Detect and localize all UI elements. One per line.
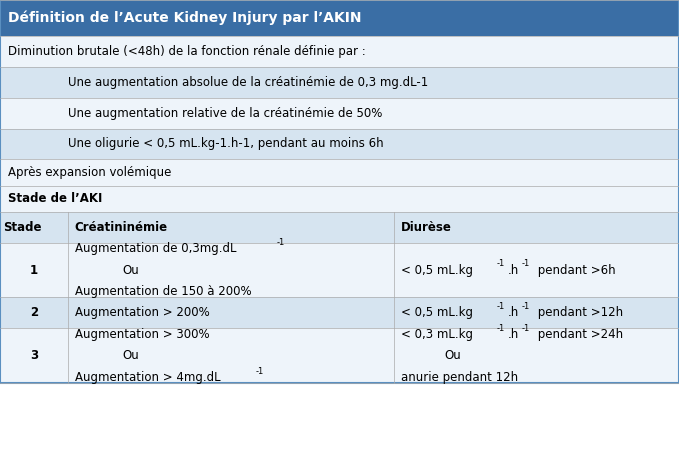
Text: Augmentation de 0,3mg.dL: Augmentation de 0,3mg.dL [75, 242, 236, 255]
Text: Diminution brutale (<48h) de la fonction rénale définie par :: Diminution brutale (<48h) de la fonction… [8, 45, 366, 58]
FancyBboxPatch shape [0, 212, 679, 243]
Text: < 0,3 mL.kg: < 0,3 mL.kg [401, 328, 473, 341]
Text: -1: -1 [521, 324, 530, 333]
Text: pendant >24h: pendant >24h [534, 328, 623, 341]
Text: -1: -1 [497, 302, 505, 311]
Text: Créatininémie: Créatininémie [75, 221, 168, 234]
Text: -1: -1 [277, 238, 285, 247]
Text: 1: 1 [30, 264, 38, 277]
Text: -1: -1 [497, 324, 505, 333]
Text: Diurèse: Diurèse [401, 221, 452, 234]
FancyBboxPatch shape [0, 328, 679, 383]
Text: -1: -1 [521, 302, 530, 311]
FancyBboxPatch shape [0, 98, 679, 129]
Text: .h: .h [508, 307, 519, 319]
Text: 2: 2 [30, 307, 38, 319]
FancyBboxPatch shape [0, 298, 679, 328]
Text: 3: 3 [30, 349, 38, 362]
Text: anurie pendant 12h: anurie pendant 12h [401, 371, 517, 384]
Text: Une augmentation relative de la créatinémie de 50%: Une augmentation relative de la créatiné… [68, 107, 382, 119]
Text: Augmentation > 300%: Augmentation > 300% [75, 328, 209, 341]
FancyBboxPatch shape [0, 67, 679, 98]
Text: Ou: Ou [122, 264, 139, 277]
Text: Stade: Stade [3, 221, 42, 234]
FancyBboxPatch shape [0, 159, 679, 186]
Text: Ou: Ou [122, 349, 139, 362]
Text: Une augmentation absolue de la créatinémie de 0,3 mg.dL-1: Une augmentation absolue de la créatiném… [68, 76, 428, 89]
Text: Ou: Ou [445, 349, 462, 362]
Text: Augmentation > 4mg.dL: Augmentation > 4mg.dL [75, 371, 220, 384]
FancyBboxPatch shape [0, 0, 679, 36]
Text: Après expansion volémique: Après expansion volémique [8, 166, 172, 179]
Text: -1: -1 [497, 259, 505, 268]
Text: Augmentation > 200%: Augmentation > 200% [75, 307, 209, 319]
Text: -1: -1 [521, 259, 530, 268]
Text: .h: .h [508, 328, 519, 341]
Text: -1: -1 [256, 367, 264, 376]
Text: pendant >6h: pendant >6h [534, 264, 615, 277]
Text: Définition de l’Acute Kidney Injury par l’AKIN: Définition de l’Acute Kidney Injury par … [8, 10, 362, 25]
FancyBboxPatch shape [0, 129, 679, 159]
Text: Une oligurie < 0,5 mL.kg-1.h-1, pendant au moins 6h: Une oligurie < 0,5 mL.kg-1.h-1, pendant … [68, 138, 384, 150]
FancyBboxPatch shape [0, 36, 679, 67]
Text: Augmentation de 150 à 200%: Augmentation de 150 à 200% [75, 285, 251, 298]
FancyBboxPatch shape [0, 186, 679, 212]
Text: .h: .h [508, 264, 519, 277]
Text: < 0,5 mL.kg: < 0,5 mL.kg [401, 264, 473, 277]
FancyBboxPatch shape [0, 243, 679, 298]
Text: pendant >12h: pendant >12h [534, 307, 623, 319]
Text: < 0,5 mL.kg: < 0,5 mL.kg [401, 307, 473, 319]
Text: Stade de l’AKI: Stade de l’AKI [8, 192, 103, 205]
